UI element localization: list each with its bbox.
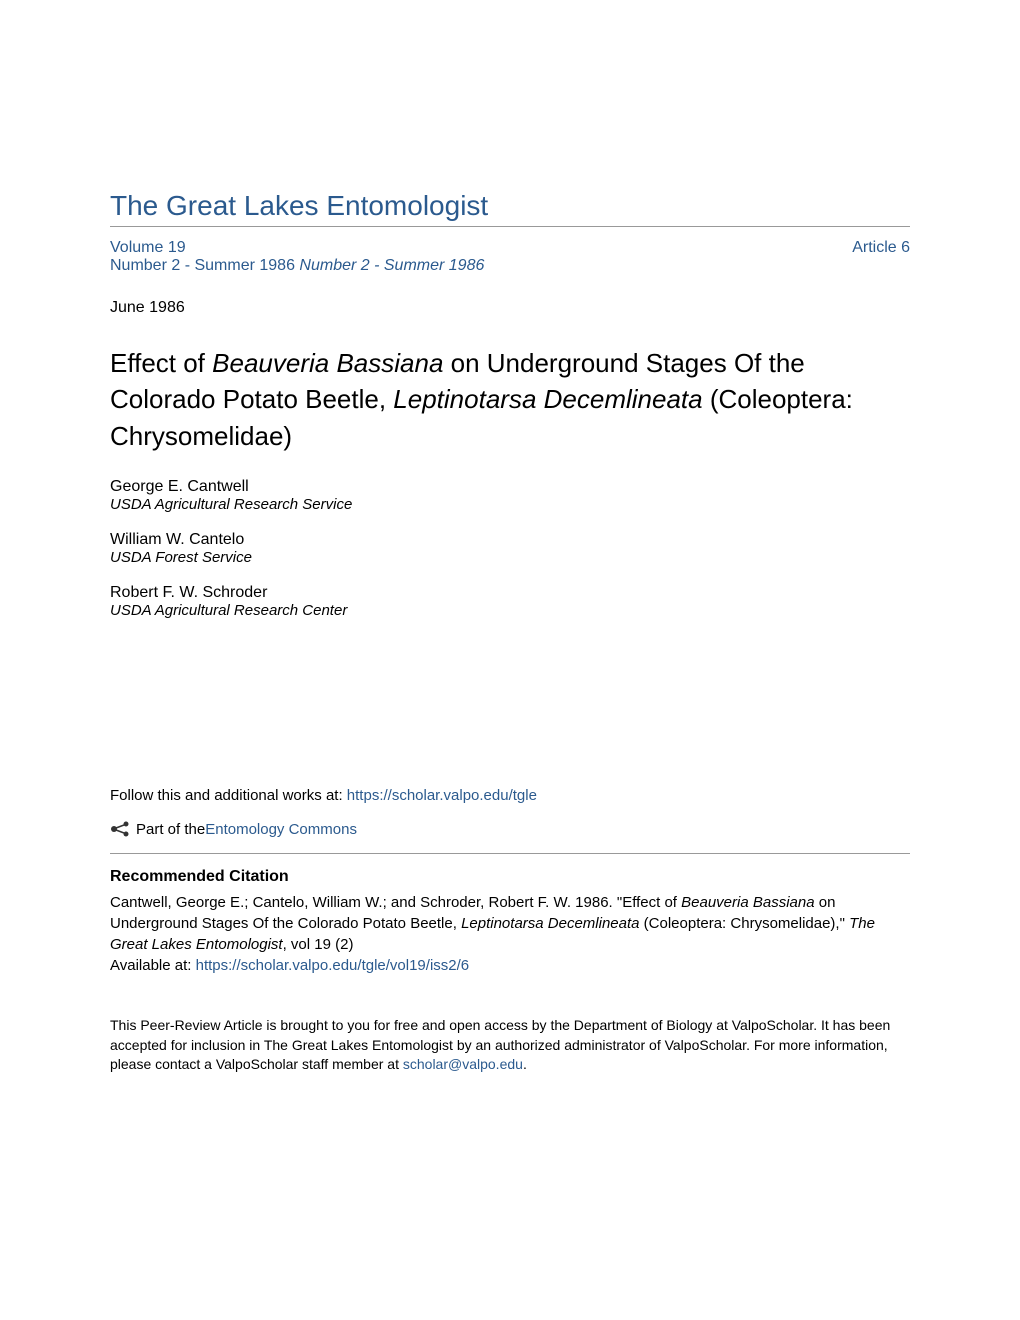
footer-text: This Peer-Review Article is brought to y… <box>110 1016 910 1075</box>
available-label: Available at: <box>110 957 196 974</box>
author-block: Robert F. W. Schroder USDA Agricultural … <box>110 584 910 619</box>
citation-heading: Recommended Citation <box>110 868 910 886</box>
follow-section: Follow this and additional works at: htt… <box>110 787 910 805</box>
spacer <box>110 637 910 787</box>
commons-link[interactable]: Entomology Commons <box>205 821 357 838</box>
title-italic2: Leptinotarsa Decemlineata <box>393 384 702 414</box>
author-affiliation: USDA Forest Service <box>110 549 910 566</box>
follow-link[interactable]: https://scholar.valpo.edu/tgle <box>347 787 537 804</box>
article-title: Effect of Beauveria Bassiana on Undergro… <box>110 345 910 454</box>
author-block: George E. Cantwell USDA Agricultural Res… <box>110 478 910 513</box>
citation-italic2: Leptinotarsa Decemlineata <box>461 915 639 932</box>
citation-text: Cantwell, George E.; Cantelo, William W.… <box>110 892 910 955</box>
citation-part1: Cantwell, George E.; Cantelo, William W.… <box>110 894 681 911</box>
footer-email-link[interactable]: scholar@valpo.edu <box>403 1056 523 1072</box>
header-row: Volume 19 Number 2 - Summer 1986 Number … <box>110 239 910 275</box>
available-at: Available at: https://scholar.valpo.edu/… <box>110 955 910 976</box>
title-italic1: Beauveria Bassiana <box>212 348 443 378</box>
part-of-text: Part of the <box>136 821 205 838</box>
footer-part2: . <box>523 1056 527 1072</box>
author-affiliation: USDA Agricultural Research Center <box>110 602 910 619</box>
citation-italic1: Beauveria Bassiana <box>681 894 814 911</box>
number-italic[interactable]: Number 2 - Summer 1986 <box>299 257 484 274</box>
author-name: George E. Cantwell <box>110 478 910 496</box>
title-part1: Effect of <box>110 348 212 378</box>
author-name: William W. Cantelo <box>110 531 910 549</box>
volume-info: Volume 19 Number 2 - Summer 1986 Number … <box>110 239 852 275</box>
citation-part3: (Coleoptera: Chrysomelidae)," <box>640 915 850 932</box>
number-link[interactable]: Number 2 - Summer 1986 <box>110 257 299 274</box>
part-of-row: Part of the Entomology Commons <box>110 819 910 839</box>
title-divider <box>110 226 910 227</box>
author-affiliation: USDA Agricultural Research Service <box>110 496 910 513</box>
article-link[interactable]: Article 6 <box>852 239 910 257</box>
section-divider <box>110 853 910 854</box>
available-link[interactable]: https://scholar.valpo.edu/tgle/vol19/iss… <box>196 957 470 974</box>
citation-part4: , vol 19 (2) <box>283 936 354 953</box>
author-name: Robert F. W. Schroder <box>110 584 910 602</box>
follow-text: Follow this and additional works at: <box>110 787 347 804</box>
publication-date: June 1986 <box>110 299 910 317</box>
number-line: Number 2 - Summer 1986 Number 2 - Summer… <box>110 257 852 275</box>
journal-title[interactable]: The Great Lakes Entomologist <box>110 190 910 222</box>
author-block: William W. Cantelo USDA Forest Service <box>110 531 910 566</box>
volume-link[interactable]: Volume 19 <box>110 239 852 257</box>
network-icon <box>110 819 130 839</box>
